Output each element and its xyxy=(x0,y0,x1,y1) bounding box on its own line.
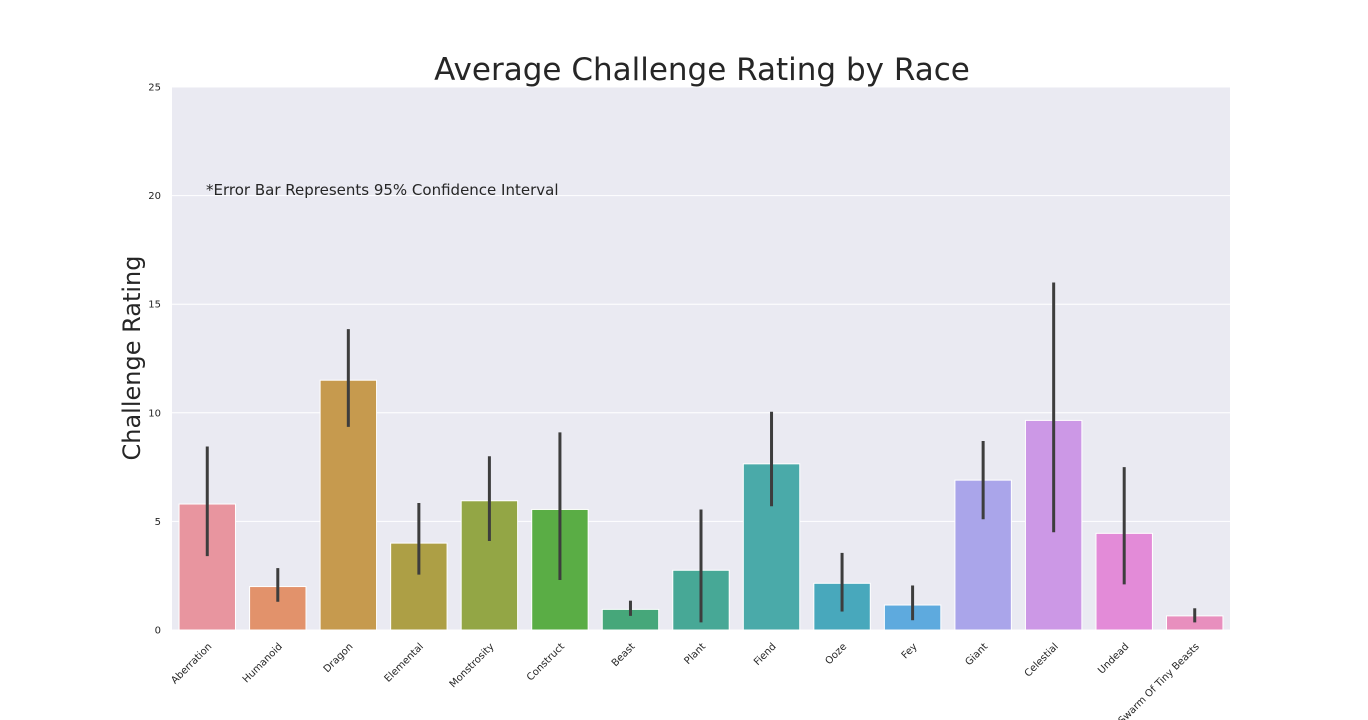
y-axis-ticks: 0 5 10 15 20 25 xyxy=(148,83,161,637)
x-tick-label: Beast xyxy=(610,641,638,669)
y-tick-label: 20 xyxy=(148,191,161,202)
x-tick-label: Fiend xyxy=(752,641,779,668)
x-tick-label: Undead xyxy=(1096,641,1131,676)
x-tick-label: Monstrosity xyxy=(448,641,497,690)
y-tick-label: 15 xyxy=(148,300,161,311)
x-tick-label: Dragon xyxy=(322,641,356,675)
confidence-interval-note: *Error Bar Represents 95% Confidence Int… xyxy=(206,181,559,199)
x-axis-ticks: Aberration Humanoid Dragon Elemental Monstro… xyxy=(169,641,1201,720)
chart-title: Average Challenge Rating by Race xyxy=(434,52,970,88)
x-tick-label: Aberration xyxy=(169,641,214,686)
y-tick-label: 10 xyxy=(148,408,161,419)
x-tick-label: Elemental xyxy=(383,641,426,684)
x-tick-label: Swarm Of Tiny Beasts xyxy=(1117,641,1202,720)
error-bars xyxy=(205,282,1197,623)
x-tick-label: Plant xyxy=(683,641,709,667)
y-tick-label: 25 xyxy=(148,83,161,94)
y-tick-label: 5 xyxy=(155,517,161,528)
y-tick-label: 0 xyxy=(155,626,161,637)
x-tick-label: Celestial xyxy=(1023,641,1061,679)
x-tick-label: Construct xyxy=(525,641,567,683)
x-tick-label: Fey xyxy=(900,641,920,661)
x-tick-label: Humanoid xyxy=(241,641,285,685)
y-axis-label: Challenge Rating xyxy=(118,256,146,461)
x-tick-label: Ooze xyxy=(823,641,849,667)
x-tick-label: Giant xyxy=(963,641,990,668)
